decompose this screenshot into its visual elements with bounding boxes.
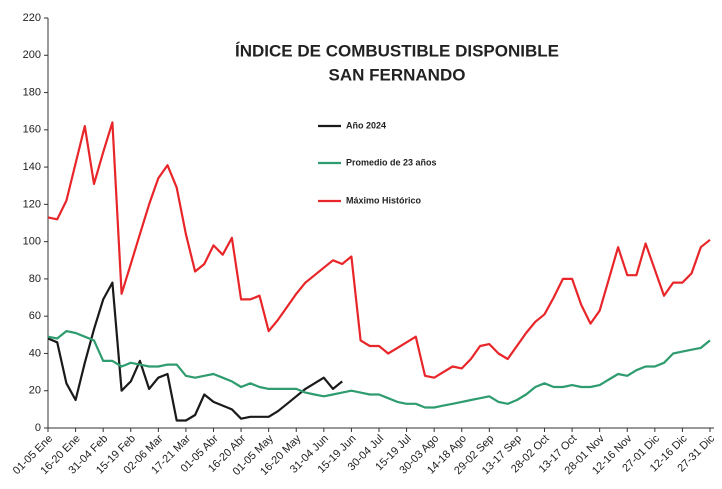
y-tick-label: 220 <box>23 12 41 24</box>
series-line <box>47 281 343 422</box>
y-tick-label: 80 <box>29 273 41 285</box>
y-tick-label: 0 <box>35 422 41 434</box>
series-line <box>47 121 711 379</box>
y-tick-label: 40 <box>29 347 41 359</box>
y-tick-label: 60 <box>29 310 41 322</box>
y-tick-label: 140 <box>23 161 41 173</box>
legend-label: Promedio de 23 años <box>346 157 437 167</box>
y-tick-label: 200 <box>23 49 41 61</box>
chart-title: ÍNDICE DE COMBUSTIBLE DISPONIBLE <box>235 41 559 60</box>
y-tick-label: 160 <box>23 124 41 136</box>
legend-label: Máximo Histórico <box>346 195 422 205</box>
y-tick-label: 120 <box>23 198 41 210</box>
legend-label: Año 2024 <box>346 120 386 130</box>
y-tick-label: 20 <box>29 385 41 397</box>
y-tick-label: 180 <box>23 86 41 98</box>
series-line <box>47 330 711 409</box>
chart-title: SAN FERNANDO <box>329 65 466 84</box>
y-tick-label: 100 <box>23 236 41 248</box>
